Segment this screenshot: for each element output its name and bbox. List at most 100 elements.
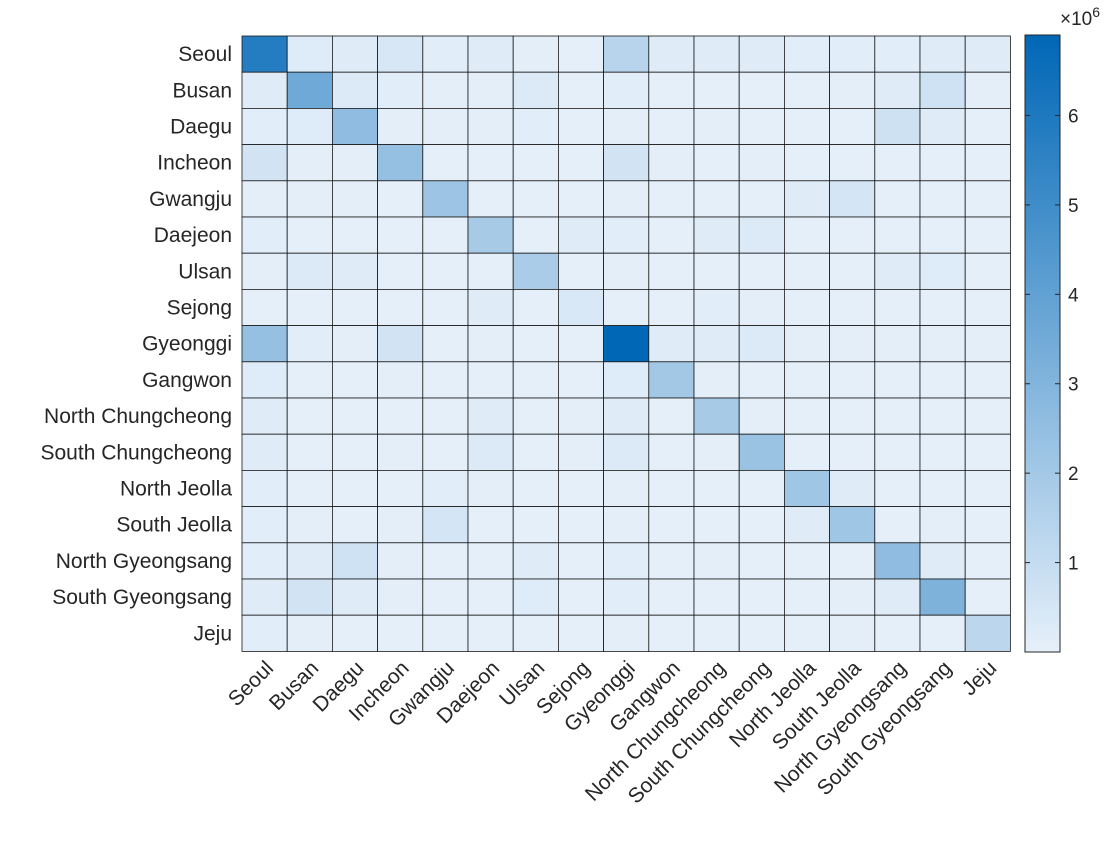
heatmap-cell-13-15 xyxy=(919,506,966,544)
heatmap-cell-13-3 xyxy=(377,506,424,544)
heatmap-cell-6-3 xyxy=(377,252,424,290)
row-label: Gyeonggi xyxy=(142,333,232,356)
heatmap-cell-5-7 xyxy=(558,216,605,254)
heatmap-cell-15-13 xyxy=(829,578,876,616)
heatmap-cell-9-4 xyxy=(422,361,469,399)
heatmap-cell-15-3 xyxy=(377,578,424,616)
heatmap-cell-15-1 xyxy=(286,578,333,616)
heatmap-cell-15-2 xyxy=(331,578,378,616)
row-label: Daegu xyxy=(170,116,232,139)
heatmap-cell-12-4 xyxy=(422,469,469,507)
heatmap-cell-12-14 xyxy=(874,469,921,507)
heatmap-cell-12-3 xyxy=(377,469,424,507)
heatmap-cell-12-1 xyxy=(286,469,333,507)
heatmap-cell-11-2 xyxy=(331,433,378,471)
heatmap-cell-9-6 xyxy=(512,361,559,399)
heatmap-cell-5-14 xyxy=(874,216,921,254)
heatmap-cell-9-1 xyxy=(286,361,333,399)
heatmap-cell-11-8 xyxy=(603,433,650,471)
row-label: South Jeolla xyxy=(116,514,232,537)
heatmap-cell-10-3 xyxy=(377,397,424,435)
heatmap-cell-5-8 xyxy=(603,216,650,254)
heatmap-cell-16-15 xyxy=(919,614,966,652)
heatmap-cell-0-10 xyxy=(693,35,740,73)
heatmap-cell-7-1 xyxy=(286,288,333,326)
heatmap-cell-5-15 xyxy=(919,216,966,254)
heatmap-cell-8-7 xyxy=(558,325,605,363)
heatmap-cell-16-13 xyxy=(829,614,876,652)
heatmap-cell-7-16 xyxy=(964,288,1011,326)
heatmap-cell-10-13 xyxy=(829,397,876,435)
heatmap-cell-3-15 xyxy=(919,144,966,182)
heatmap-cell-11-12 xyxy=(784,433,831,471)
heatmap-cell-3-3 xyxy=(377,144,424,182)
heatmap-cell-6-0 xyxy=(241,252,288,290)
heatmap-cell-0-6 xyxy=(512,35,559,73)
heatmap-cell-4-8 xyxy=(603,180,650,218)
colorbar-tick-label: 4 xyxy=(1068,285,1079,306)
row-label: Ulsan xyxy=(178,260,232,283)
heatmap-cell-4-9 xyxy=(648,180,695,218)
heatmap-cell-3-9 xyxy=(648,144,695,182)
heatmap-cell-2-11 xyxy=(738,108,785,146)
heatmap-cell-3-10 xyxy=(693,144,740,182)
heatmap-cell-13-6 xyxy=(512,506,559,544)
heatmap-cell-11-9 xyxy=(648,433,695,471)
heatmap-cell-13-13 xyxy=(829,506,876,544)
heatmap-cell-3-16 xyxy=(964,144,1011,182)
heatmap-cell-10-5 xyxy=(467,397,514,435)
heatmap-cell-15-10 xyxy=(693,578,740,616)
heatmap-cell-9-14 xyxy=(874,361,921,399)
heatmap-cell-16-14 xyxy=(874,614,921,652)
heatmap-cell-1-5 xyxy=(467,71,514,109)
heatmap-cell-15-4 xyxy=(422,578,469,616)
heatmap-cell-8-10 xyxy=(693,325,740,363)
heatmap-cell-5-4 xyxy=(422,216,469,254)
heatmap-cell-6-12 xyxy=(784,252,831,290)
heatmap-cell-2-8 xyxy=(603,108,650,146)
heatmap-cell-9-16 xyxy=(964,361,1011,399)
colorbar-multiplier-base: ×10 xyxy=(1060,9,1092,30)
heatmap-cell-5-13 xyxy=(829,216,876,254)
heatmap-cell-6-8 xyxy=(603,252,650,290)
heatmap-cell-10-1 xyxy=(286,397,333,435)
row-label: Daejeon xyxy=(154,224,232,247)
heatmap-cell-11-13 xyxy=(829,433,876,471)
heatmap-cell-11-15 xyxy=(919,433,966,471)
heatmap-cell-10-11 xyxy=(738,397,785,435)
heatmap-cell-5-16 xyxy=(964,216,1011,254)
heatmap-cell-0-15 xyxy=(919,35,966,73)
heatmap-cell-1-10 xyxy=(693,71,740,109)
heatmap-cell-14-0 xyxy=(241,542,288,580)
heatmap-cell-6-7 xyxy=(558,252,605,290)
heatmap-cell-4-11 xyxy=(738,180,785,218)
heatmap-cell-5-2 xyxy=(331,216,378,254)
heatmap-cell-11-1 xyxy=(286,433,333,471)
heatmap-cell-8-0 xyxy=(241,325,288,363)
heatmap-cell-2-2 xyxy=(331,108,378,146)
heatmap-cell-3-14 xyxy=(874,144,921,182)
heatmap-cell-7-15 xyxy=(919,288,966,326)
heatmap-cell-11-14 xyxy=(874,433,921,471)
heatmap-cell-2-3 xyxy=(377,108,424,146)
heatmap-cell-1-4 xyxy=(422,71,469,109)
heatmap-cell-16-1 xyxy=(286,614,333,652)
heatmap-cell-12-2 xyxy=(331,469,378,507)
heatmap-cell-7-10 xyxy=(693,288,740,326)
heatmap-cell-16-6 xyxy=(512,614,559,652)
heatmap-cell-14-9 xyxy=(648,542,695,580)
heatmap-cell-12-0 xyxy=(241,469,288,507)
heatmap-cell-13-10 xyxy=(693,506,740,544)
heatmap-cell-15-0 xyxy=(241,578,288,616)
heatmap-cell-7-9 xyxy=(648,288,695,326)
heatmap-cell-11-16 xyxy=(964,433,1011,471)
heatmap-cell-6-6 xyxy=(512,252,559,290)
heatmap-cell-5-0 xyxy=(241,216,288,254)
heatmap-cell-8-5 xyxy=(467,325,514,363)
heatmap-cell-8-4 xyxy=(422,325,469,363)
row-label: Gangwon xyxy=(142,369,232,392)
heatmap-cell-2-6 xyxy=(512,108,559,146)
heatmap-cell-1-11 xyxy=(738,71,785,109)
heatmap-cell-1-14 xyxy=(874,71,921,109)
